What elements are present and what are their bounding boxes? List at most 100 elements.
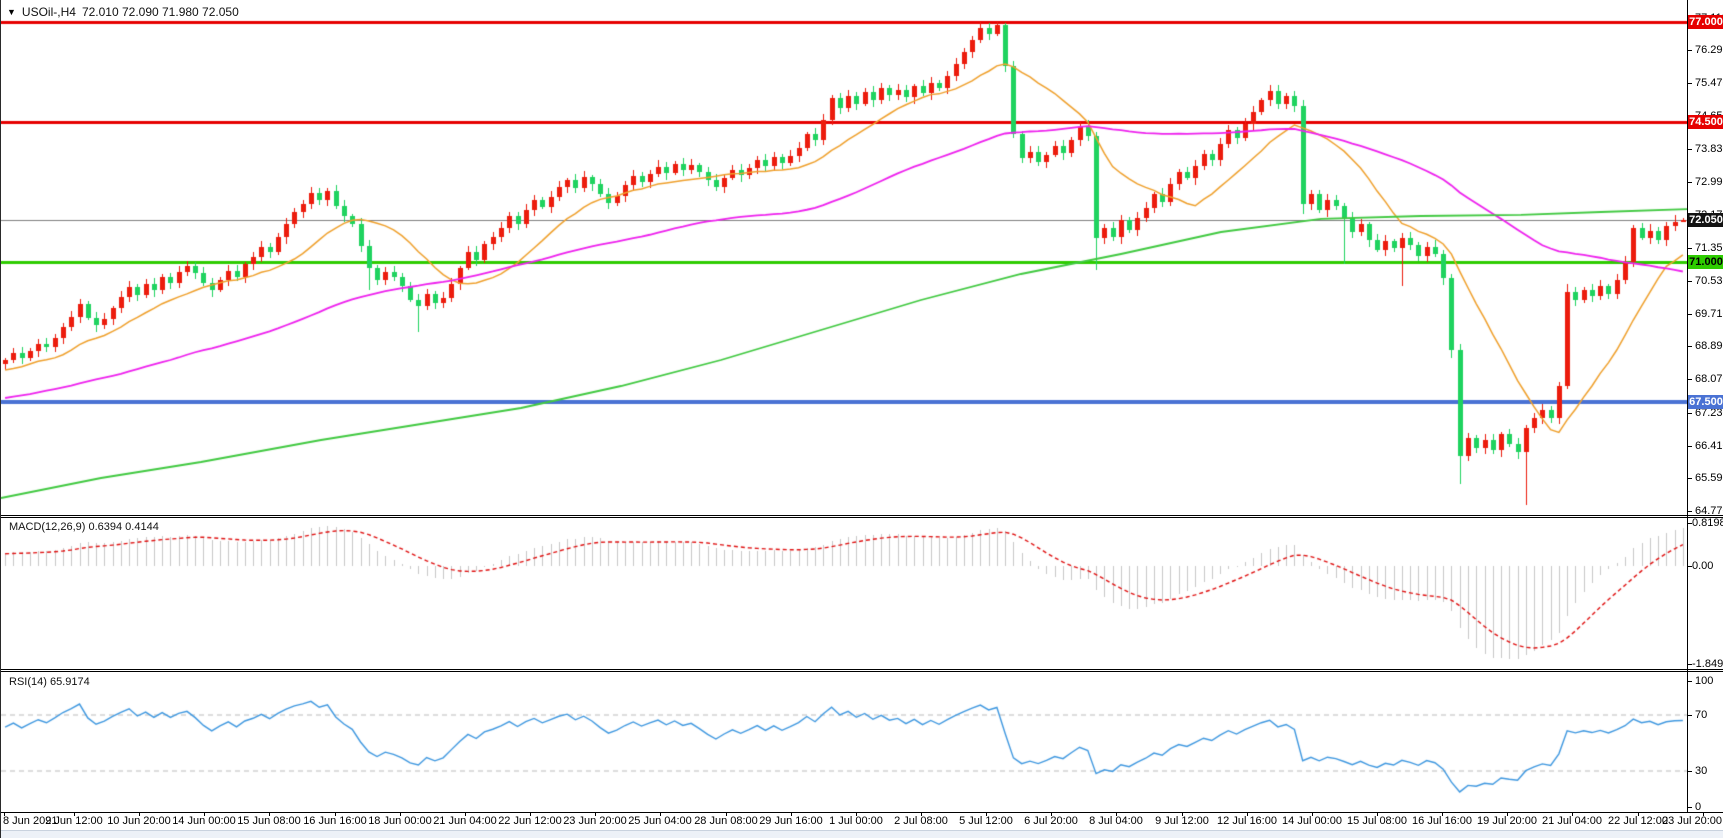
time-tick-mark [1116, 812, 1117, 816]
price-tick-label: 72.990 [1695, 176, 1723, 188]
price-tick-mark [1687, 446, 1692, 447]
symbol-timeframe-label: USOil-,H4 [21, 5, 76, 19]
price-tick-mark [1687, 379, 1692, 380]
time-axis-label: 5 Jul 12:00 [959, 815, 1013, 827]
time-tick-mark [74, 812, 75, 816]
main-macd-divider-2 [1, 517, 1723, 518]
symbol-dropdown-icon[interactable]: ▼ [7, 7, 16, 17]
price-tick-mark [1687, 281, 1692, 282]
time-tick-mark [335, 812, 336, 816]
price-badge-72.050: 72.050 [1688, 213, 1723, 227]
time-axis-label: 16 Jun 16:00 [303, 815, 367, 827]
rsi-indicator-canvas[interactable] [1, 672, 1687, 812]
time-tick-mark [4, 812, 5, 816]
time-axis-label: 1 Jul 00:00 [829, 815, 883, 827]
time-tick-mark [1638, 812, 1639, 816]
macd-tick-mark [1687, 566, 1692, 567]
rsi-tick-mark [1687, 681, 1692, 682]
price-tick-mark [1687, 314, 1692, 315]
time-tick-mark [1442, 812, 1443, 816]
time-axis-line [1, 812, 1723, 813]
rsi-tick-mark [1687, 807, 1692, 808]
time-tick-mark [1572, 812, 1573, 816]
time-axis-label: 28 Jun 08:00 [694, 815, 758, 827]
time-axis-label: 21 Jun 04:00 [433, 815, 497, 827]
rsi-tick-label: 100 [1695, 675, 1714, 687]
macd-indicator-label: MACD(12,26,9) 0.6394 0.4144 [9, 521, 159, 533]
rsi-indicator-label: RSI(14) 65.9174 [9, 676, 90, 688]
price-tick-label: 68.890 [1695, 340, 1723, 352]
time-axis-label: 22 Jul 12:00 [1608, 815, 1668, 827]
price-tick-mark [1687, 182, 1692, 183]
window-bottom-strip [1, 830, 1723, 838]
price-tick-label: 76.290 [1695, 44, 1723, 56]
time-tick-mark [1247, 812, 1248, 816]
time-tick-mark [1312, 812, 1313, 816]
time-tick-mark [856, 812, 857, 816]
time-axis-label: 25 Jun 04:00 [628, 815, 692, 827]
time-axis-label: 19 Jul 20:00 [1477, 815, 1537, 827]
price-tick-mark [1687, 50, 1692, 51]
macd-rsi-divider [1, 669, 1723, 670]
rsi-tick-label: 70 [1695, 709, 1708, 721]
time-axis-label: 8 Jun 2021 [3, 815, 58, 827]
macd-rsi-divider-2 [1, 671, 1723, 672]
macd-tick-mark [1687, 664, 1692, 665]
time-axis-label: 15 Jul 08:00 [1347, 815, 1407, 827]
price-tick-label: 75.470 [1695, 77, 1723, 89]
time-tick-mark [921, 812, 922, 816]
time-axis-label: 2 Jul 08:00 [894, 815, 948, 827]
time-axis-label: 16 Jul 16:00 [1412, 815, 1472, 827]
macd-tick-label: 0.8198 [1692, 517, 1723, 529]
time-tick-mark [400, 812, 401, 816]
time-tick-mark [1703, 812, 1704, 816]
price-tick-mark [1687, 413, 1692, 414]
time-axis-label: 23 Jun 20:00 [563, 815, 627, 827]
time-axis-label: 8 Jul 04:00 [1089, 815, 1143, 827]
ohlc-readout: 72.010 72.090 71.980 72.050 [81, 5, 239, 19]
time-tick-mark [139, 812, 140, 816]
time-tick-mark [465, 812, 466, 816]
price-tick-mark [1687, 511, 1692, 512]
rsi-tick-mark [1687, 771, 1692, 772]
price-tick-label: 65.590 [1695, 472, 1723, 484]
price-tick-label: 71.350 [1695, 242, 1723, 254]
time-tick-mark [791, 812, 792, 816]
time-tick-mark [660, 812, 661, 816]
time-tick-mark [204, 812, 205, 816]
price-badge-74.500: 74.500 [1688, 115, 1723, 129]
time-tick-mark [595, 812, 596, 816]
price-badge-77.000: 77.000 [1688, 15, 1723, 29]
time-axis-label: 23 Jul 20:00 [1662, 815, 1722, 827]
price-badge-71.000: 71.000 [1688, 255, 1723, 269]
price-tick-label: 68.070 [1695, 373, 1723, 385]
price-badge-67.500: 67.500 [1688, 395, 1723, 409]
time-axis-label: 10 Jun 20:00 [107, 815, 171, 827]
price-tick-label: 66.410 [1695, 440, 1723, 452]
main-macd-divider [1, 515, 1723, 516]
time-tick-mark [986, 812, 987, 816]
time-axis-label: 9 Jun 12:00 [45, 815, 103, 827]
price-tick-mark [1687, 149, 1692, 150]
time-tick-mark [1507, 812, 1508, 816]
rsi-tick-label: 0 [1695, 801, 1702, 813]
time-tick-mark [530, 812, 531, 816]
macd-tick-label: 0.00 [1692, 560, 1714, 572]
time-tick-mark [1051, 812, 1052, 816]
macd-tick-mark [1687, 523, 1692, 524]
price-tick-mark [1687, 83, 1692, 84]
macd-tick-label: -1.8495 [1692, 658, 1723, 670]
price-tick-label: 73.830 [1695, 143, 1723, 155]
time-axis-label: 18 Jun 00:00 [368, 815, 432, 827]
time-axis-label: 29 Jun 16:00 [759, 815, 823, 827]
time-axis-label: 9 Jul 12:00 [1155, 815, 1209, 827]
time-axis-label: 15 Jun 08:00 [237, 815, 301, 827]
price-axis-line [1687, 0, 1688, 812]
time-axis-label: 22 Jun 12:00 [498, 815, 562, 827]
time-axis-label: 21 Jul 04:00 [1542, 815, 1602, 827]
price-chart-canvas[interactable] [1, 0, 1687, 516]
price-tick-mark [1687, 346, 1692, 347]
macd-indicator-canvas[interactable] [1, 518, 1687, 669]
time-tick-mark [1377, 812, 1378, 816]
